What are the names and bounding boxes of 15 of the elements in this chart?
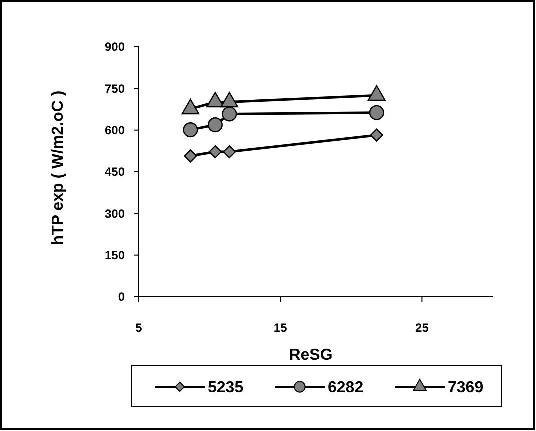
y-tick-label: 750 <box>104 82 126 96</box>
x-axis-title: ReSG <box>289 347 333 364</box>
legend-label: 5235 <box>208 380 244 397</box>
y-axis-title: hTP exp ( W/m2.oC ) <box>50 90 67 246</box>
y-tick-label: 900 <box>104 40 126 54</box>
legend-label: 7369 <box>448 380 484 397</box>
y-tick-label: 450 <box>104 165 126 180</box>
y-tick-label: 0 <box>118 290 126 304</box>
y-tick-label: 600 <box>104 124 126 138</box>
x-tick-label: 5 <box>136 321 143 335</box>
y-tick-label: 150 <box>104 248 126 263</box>
x-tick-label: 15 <box>274 321 288 335</box>
y-tick-label: 300 <box>104 206 126 221</box>
legend-label: 6282 <box>328 380 364 397</box>
x-tick-label: 25 <box>416 321 430 335</box>
